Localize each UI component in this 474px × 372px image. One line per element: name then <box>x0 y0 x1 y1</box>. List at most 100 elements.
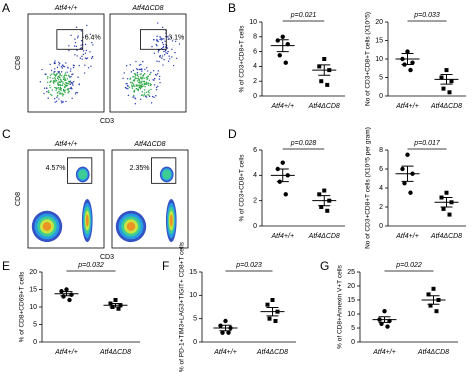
y-tick-label: 15 <box>189 269 197 276</box>
gate-label: 3.1% <box>168 34 184 41</box>
error-bar <box>440 197 453 208</box>
flow-event <box>153 77 156 80</box>
flow-event <box>84 57 87 59</box>
flow-event <box>64 91 66 94</box>
data-point <box>267 316 272 321</box>
flow-event <box>61 93 63 95</box>
flow-event <box>77 35 79 37</box>
flow-event <box>53 82 55 84</box>
y-tick-label: 10 <box>249 19 257 26</box>
gate <box>151 157 177 184</box>
flow-event <box>58 84 60 87</box>
y-tick-label: 25 <box>347 269 355 276</box>
flow-event <box>68 45 70 47</box>
flow-event <box>162 43 165 46</box>
flow-event <box>51 89 54 91</box>
flow-density <box>126 222 136 231</box>
flow-event <box>133 79 136 81</box>
panel-label: B <box>228 1 236 15</box>
y-axis-label: CD8 <box>15 56 22 70</box>
data-point <box>275 38 280 43</box>
flow-event <box>50 69 53 72</box>
flow-event <box>53 74 56 76</box>
flow-event <box>60 100 63 102</box>
flow-event <box>131 81 133 84</box>
flow-event <box>147 93 149 96</box>
data-point <box>447 212 452 217</box>
flow-event <box>134 97 136 99</box>
flow-event <box>133 84 135 86</box>
flow-event <box>91 41 93 44</box>
flow-event <box>43 92 45 95</box>
y-tick-label: 20 <box>29 269 37 276</box>
y-tick-label: 10 <box>29 304 37 311</box>
flow-event <box>166 47 169 49</box>
data-point <box>280 34 285 39</box>
flow-event <box>73 45 76 47</box>
flow-event <box>141 70 143 72</box>
flow-event <box>147 83 149 85</box>
y-axis-label: % of CD8+CD69+T cells <box>19 271 26 342</box>
flow-event <box>138 79 141 81</box>
data-point <box>408 67 413 73</box>
flow-event <box>134 73 137 76</box>
flow-event <box>144 86 146 88</box>
y-tick-label: 6 <box>253 48 257 55</box>
flow-event <box>163 38 165 40</box>
flow-event <box>51 73 53 75</box>
flow-event <box>85 49 88 52</box>
flow-event <box>153 96 155 99</box>
flow-density <box>169 214 173 227</box>
flow-event <box>155 95 157 97</box>
flow-event <box>44 73 46 75</box>
panel-label: C <box>2 127 11 141</box>
flow-event <box>140 86 142 89</box>
flow-event <box>161 42 164 44</box>
y-axis-label: % of CD8+Annexin V+T cells <box>337 264 344 348</box>
flow-event <box>57 71 59 73</box>
flow-event <box>164 40 166 43</box>
flow-event <box>132 76 134 78</box>
flow-event <box>145 96 148 98</box>
data-point <box>67 297 72 303</box>
y-tick-label: 6 <box>379 166 383 173</box>
flow-event <box>74 38 76 40</box>
flow-event <box>167 50 169 53</box>
flow-event <box>67 92 69 94</box>
y-tick-label: 0 <box>33 339 37 346</box>
flow-event <box>55 89 57 92</box>
flow-event <box>137 76 140 78</box>
flow-event <box>70 87 73 89</box>
flow-event <box>59 88 62 90</box>
flow-event <box>155 86 158 89</box>
flow-event <box>65 62 67 64</box>
flow-event <box>55 79 58 82</box>
y-tick-label: 0 <box>379 223 383 230</box>
flow-event <box>137 84 140 86</box>
flow-event <box>67 87 69 90</box>
flow-event <box>139 81 141 83</box>
data-point <box>405 152 410 157</box>
flow-event <box>147 75 149 78</box>
y-tick-label: 15 <box>375 37 383 44</box>
flow-event <box>60 89 62 92</box>
flow-event <box>132 82 134 85</box>
flow-event <box>54 77 56 79</box>
x-tick-label: Atf4+/+ <box>395 103 419 110</box>
flow-event <box>58 64 60 66</box>
flow-event <box>151 95 154 98</box>
flow-event <box>58 90 60 93</box>
flow-event <box>74 93 77 95</box>
flow-event <box>56 92 59 94</box>
flow-event <box>71 97 73 100</box>
flow-event <box>64 72 67 74</box>
flow-event <box>171 40 174 42</box>
flow-event <box>54 62 56 65</box>
data-point <box>283 60 288 65</box>
panel-label: G <box>320 259 329 273</box>
data-point <box>226 330 231 335</box>
flow-event <box>134 75 137 77</box>
flow-event <box>78 64 80 67</box>
flow-event <box>60 71 63 73</box>
flow-event <box>54 68 56 70</box>
